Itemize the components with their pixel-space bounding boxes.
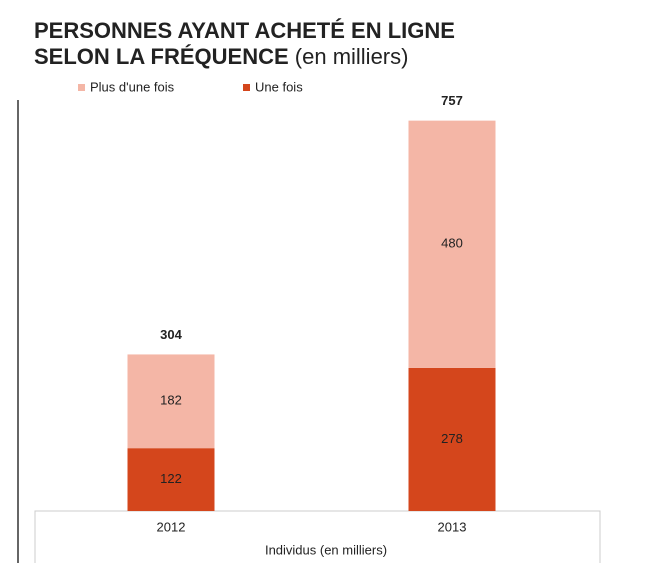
legend-swatch bbox=[243, 84, 250, 91]
data-label: 278 bbox=[441, 431, 463, 446]
x-axis-label: Individus (en milliers) bbox=[265, 542, 387, 557]
data-label: 122 bbox=[160, 471, 182, 486]
total-label: 304 bbox=[160, 327, 182, 342]
chart-title-line: PERSONNES AYANT ACHETÉ EN LIGNE bbox=[34, 18, 455, 43]
legend-label: Une fois bbox=[255, 79, 303, 94]
x-tick-label: 2013 bbox=[438, 519, 467, 534]
chart-title-line2: SELON LA FRÉQUENCE (en milliers) bbox=[34, 44, 408, 69]
legend-label: Plus d'une fois bbox=[90, 79, 175, 94]
bar-segment bbox=[408, 120, 496, 368]
bar-segment bbox=[127, 354, 215, 449]
x-tick-label: 2012 bbox=[157, 519, 186, 534]
bar-segment bbox=[408, 367, 496, 511]
total-label: 757 bbox=[441, 93, 463, 108]
chart-subtitle: (en milliers) bbox=[295, 44, 409, 69]
data-label: 480 bbox=[441, 236, 463, 251]
axis-box bbox=[34, 510, 601, 563]
legend-swatch bbox=[78, 84, 85, 91]
bar-segment bbox=[127, 448, 215, 511]
data-label: 182 bbox=[160, 393, 182, 408]
chart-title-line: SELON LA FRÉQUENCE bbox=[34, 44, 289, 69]
